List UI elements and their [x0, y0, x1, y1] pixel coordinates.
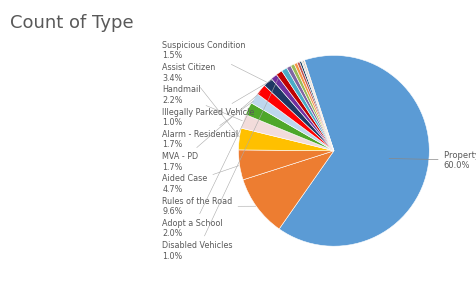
Text: Property Check
60.0%: Property Check 60.0% [388, 151, 476, 170]
Wedge shape [278, 55, 428, 246]
Wedge shape [303, 60, 333, 151]
Wedge shape [302, 60, 333, 151]
Wedge shape [297, 62, 333, 151]
Wedge shape [242, 151, 333, 229]
Wedge shape [257, 86, 333, 151]
Text: Assist Citizen
3.4%: Assist Citizen 3.4% [162, 63, 239, 137]
Wedge shape [286, 66, 333, 151]
Wedge shape [238, 150, 333, 180]
Wedge shape [251, 94, 333, 151]
Text: Alarm - Residential
1.7%: Alarm - Residential 1.7% [162, 101, 253, 149]
Wedge shape [238, 128, 333, 151]
Wedge shape [245, 103, 333, 151]
Wedge shape [301, 61, 333, 151]
Text: Suspicious Condition
1.5%: Suspicious Condition 1.5% [162, 41, 266, 82]
Wedge shape [299, 61, 333, 151]
Wedge shape [294, 63, 333, 151]
Wedge shape [281, 68, 333, 151]
Wedge shape [241, 115, 333, 151]
Text: Rules of the Road
9.6%: Rules of the Road 9.6% [162, 197, 255, 216]
Text: Illegally Parked Vehicle
1.0%: Illegally Parked Vehicle 1.0% [162, 79, 272, 127]
Wedge shape [271, 75, 333, 151]
Wedge shape [264, 79, 333, 151]
Text: Count of Type: Count of Type [10, 14, 133, 32]
Text: Aided Case
4.7%: Aided Case 4.7% [162, 166, 238, 194]
Text: MVA - PD
1.7%: MVA - PD 1.7% [162, 93, 259, 172]
Wedge shape [290, 64, 333, 151]
Text: Adopt a School
2.0%: Adopt a School 2.0% [162, 112, 248, 238]
Text: Handmail
2.2%: Handmail 2.2% [162, 86, 242, 121]
Text: Disabled Vehicles
1.0%: Disabled Vehicles 1.0% [162, 77, 278, 261]
Wedge shape [276, 71, 333, 151]
